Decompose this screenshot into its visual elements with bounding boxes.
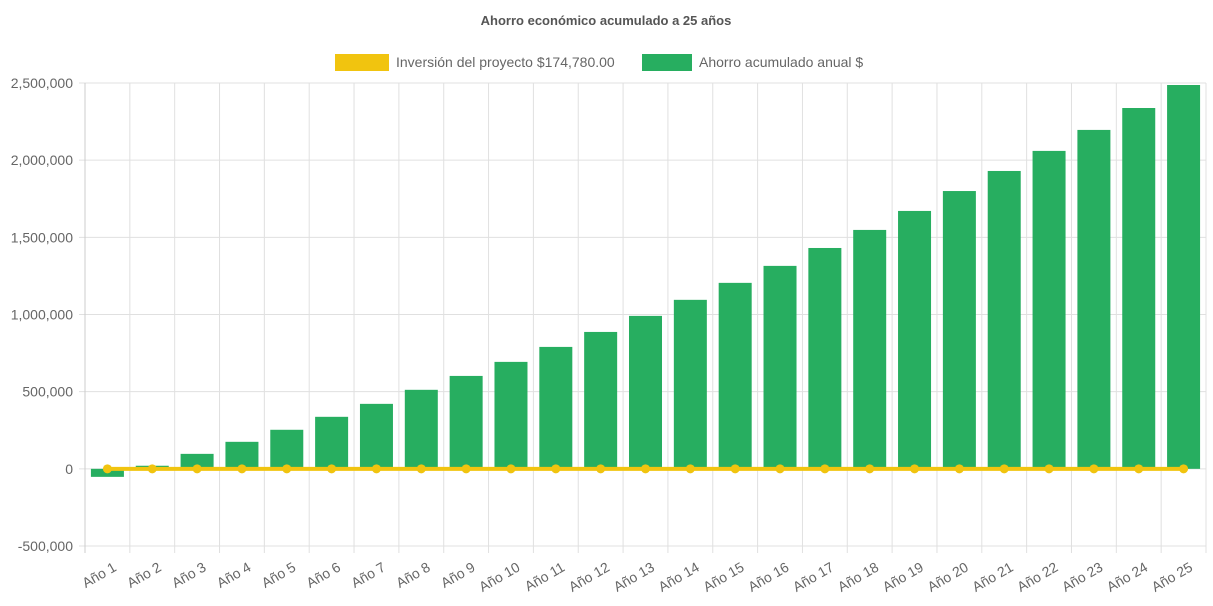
x-tick-label: Año 21 <box>969 559 1016 595</box>
x-tick-label: Año 8 <box>393 559 433 591</box>
line-point <box>999 464 1009 474</box>
bar <box>853 229 887 469</box>
x-tick-label: Año 1 <box>79 559 119 591</box>
x-tick-label: Año 10 <box>476 559 523 595</box>
x-tick-label: Año 14 <box>655 559 702 595</box>
line-point <box>596 464 606 474</box>
x-tick-label: Año 23 <box>1059 559 1106 595</box>
bar <box>987 170 1021 469</box>
bar <box>180 453 214 469</box>
line-point <box>551 464 561 474</box>
y-tick-label: -500,000 <box>18 538 73 554</box>
y-tick-label: 1,000,000 <box>11 307 73 323</box>
y-axis: -500,000 0 500,000 1,000,000 1,500,000 2,000,… <box>11 75 74 554</box>
legend: Inversión del proyecto $174,780.00 Ahorr… <box>335 54 863 71</box>
bar <box>1122 108 1156 469</box>
bar <box>673 299 707 469</box>
x-tick-label: Año 25 <box>1149 559 1196 595</box>
y-tick-label: 2,000,000 <box>11 152 73 168</box>
bar <box>404 389 438 469</box>
line-point <box>506 464 516 474</box>
x-tick-label: Año 22 <box>1014 559 1061 595</box>
line-point <box>416 464 426 474</box>
x-tick-label: Año 5 <box>259 559 299 591</box>
x-tick-label: Año 4 <box>214 559 254 591</box>
bar <box>225 441 259 469</box>
x-tick-label: Año 15 <box>700 559 747 595</box>
line-point <box>371 464 381 474</box>
x-tick-label: Año 13 <box>611 559 658 595</box>
line-point <box>910 464 920 474</box>
y-tick-label: 2,500,000 <box>11 75 73 91</box>
line-point <box>865 464 875 474</box>
line-point <box>327 464 337 474</box>
x-tick-label: Año 12 <box>566 559 613 595</box>
bar <box>942 191 976 469</box>
line-point <box>775 464 785 474</box>
line-point <box>954 464 964 474</box>
bar <box>359 403 393 469</box>
bar <box>629 315 662 469</box>
line-point <box>237 464 247 474</box>
x-tick-label: Año 6 <box>303 559 343 591</box>
line-point <box>282 464 292 474</box>
line-point <box>1179 464 1189 474</box>
line-point <box>461 464 471 474</box>
legend-label-savings[interactable]: Ahorro acumulado anual $ <box>699 54 863 70</box>
y-tick-label: 500,000 <box>22 384 73 400</box>
line-point <box>641 464 650 474</box>
x-tick-label: Año 17 <box>790 559 837 595</box>
bar <box>449 375 483 469</box>
legend-swatch-savings <box>642 54 692 71</box>
bar <box>718 282 752 469</box>
x-tick-label: Año 24 <box>1104 559 1151 595</box>
bar <box>584 331 618 469</box>
bar <box>539 346 573 469</box>
bar <box>1032 150 1066 469</box>
x-tick-label: Año 18 <box>835 559 882 595</box>
line-point <box>192 464 202 474</box>
grid <box>79 82 1207 553</box>
legend-label-investment[interactable]: Inversión del proyecto $174,780.00 <box>396 54 615 70</box>
y-tick-label: 1,500,000 <box>11 229 73 245</box>
bar <box>898 210 932 469</box>
bar <box>494 361 528 469</box>
line-point <box>1134 464 1144 474</box>
bar <box>315 416 349 469</box>
bar <box>763 265 797 469</box>
line-point <box>685 464 695 474</box>
x-tick-label: Año 9 <box>438 559 478 591</box>
x-tick-label: Año 2 <box>124 559 164 591</box>
x-tick-label: Año 19 <box>880 559 927 595</box>
bar <box>270 429 304 469</box>
bar <box>1167 85 1201 469</box>
bar <box>808 247 842 469</box>
line-point <box>820 464 830 474</box>
x-tick-label: Año 11 <box>522 559 568 595</box>
line-point <box>102 464 112 474</box>
line-point <box>730 464 740 474</box>
chart-title: Ahorro económico acumulado a 25 años <box>481 13 732 28</box>
investment-line <box>102 464 1189 474</box>
x-tick-label: Año 3 <box>169 559 209 591</box>
legend-swatch-investment <box>335 54 389 71</box>
bars <box>90 85 1201 477</box>
x-tick-label: Año 20 <box>924 559 971 595</box>
y-tick-label: 0 <box>65 461 73 477</box>
bar <box>1077 129 1111 469</box>
line-point <box>1089 464 1099 474</box>
line-point <box>147 464 157 474</box>
x-tick-label: Año 16 <box>745 559 792 595</box>
x-tick-label: Año 7 <box>348 559 388 591</box>
line-point <box>1044 464 1054 474</box>
x-axis: Año 1 Año 2 Año 3 Año 4 Año 5 Año 6 Año 7 Año 8… <box>79 559 1195 595</box>
